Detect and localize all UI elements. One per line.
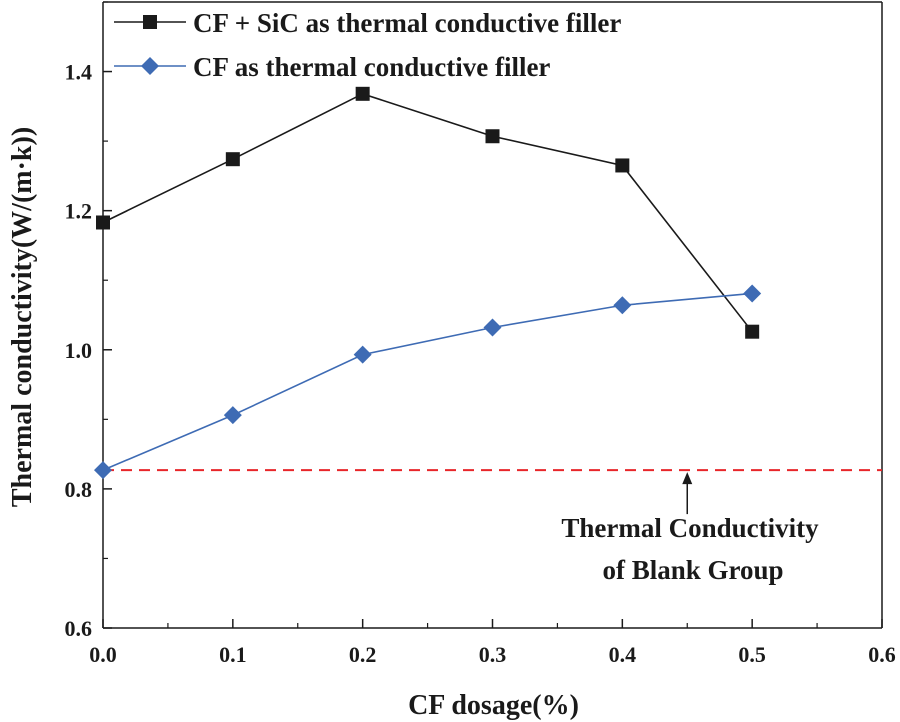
data-point-square — [355, 86, 370, 101]
y-tick-label: 1.2 — [65, 199, 93, 224]
x-tick-label: 0.2 — [349, 642, 377, 667]
x-axis-title: CF dosage(%) — [408, 690, 579, 721]
y-tick-label: 1.0 — [65, 338, 93, 363]
x-tick-label: 0.6 — [868, 642, 896, 667]
legend-label-cf: CF as thermal conductive filler — [193, 52, 550, 82]
y-tick-label: 0.8 — [65, 477, 93, 502]
data-point-diamond — [223, 406, 242, 425]
data-point-square — [485, 129, 500, 144]
legend: CF + SiC as thermal conductive filler CF… — [114, 8, 621, 82]
x-tick-label: 0.5 — [738, 642, 766, 667]
data-point-square — [745, 324, 760, 339]
data-point-diamond — [613, 296, 632, 315]
data-point-square — [615, 158, 630, 173]
annotation: Thermal Conductivity of Blank Group — [561, 472, 819, 585]
series-group — [94, 86, 762, 480]
x-tick-label: 0.0 — [89, 642, 117, 667]
data-point-square — [96, 215, 110, 230]
x-tick-label: 0.4 — [609, 642, 637, 667]
annotation-arrow-head — [682, 472, 693, 485]
x-tick-label: 0.1 — [219, 642, 247, 667]
legend-label-cf-sic: CF + SiC as thermal conductive filler — [193, 8, 621, 38]
data-point-diamond — [94, 461, 112, 480]
annotation-text-line1: Thermal Conductivity — [561, 513, 819, 543]
series-line-1 — [102, 292, 753, 471]
axes: 0.0 0.1 0.2 0.3 0.4 0.5 0.6 0.6 0.8 1.0 1.2 1.4 — [65, 1, 896, 667]
y-tick-label: 1.4 — [65, 60, 93, 85]
data-point-diamond — [743, 284, 762, 303]
y-axis-title: Thermal conductivity(W/(m·k)) — [7, 127, 38, 507]
y-tick-label: 0.6 — [65, 616, 93, 641]
data-point-square — [225, 152, 240, 167]
annotation-text-line2: of Blank Group — [602, 555, 783, 585]
series-line-0 — [102, 92, 753, 333]
legend-marker-diamond — [141, 57, 159, 75]
data-point-diamond — [483, 318, 502, 337]
x-tick-label: 0.3 — [479, 642, 507, 667]
data-point-diamond — [353, 345, 372, 364]
legend-marker-square — [143, 15, 157, 29]
